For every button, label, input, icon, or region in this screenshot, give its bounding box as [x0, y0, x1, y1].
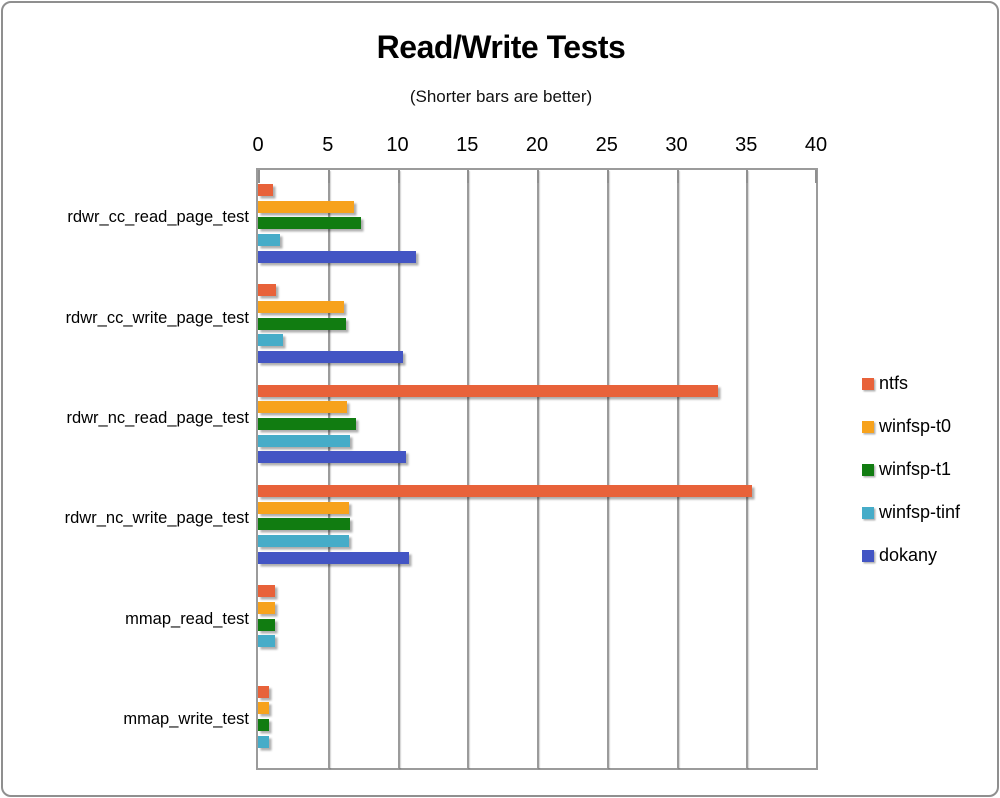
category-label: rdwr_nc_write_page_test — [64, 509, 249, 528]
bar-winfsp-t1 — [258, 618, 275, 631]
axis-tick — [746, 170, 749, 183]
bar-winfsp-tinf — [258, 735, 270, 748]
legend-swatch-icon — [862, 550, 874, 562]
category-label: rdwr_cc_write_page_test — [65, 308, 249, 327]
axis-tick — [397, 170, 400, 183]
bar-dokany — [258, 451, 406, 464]
legend-swatch-icon — [862, 507, 874, 519]
x-axis-tick-label: 5 — [322, 134, 334, 156]
legend-label: winfsp-t0 — [879, 416, 952, 436]
axis-tick — [258, 170, 260, 183]
bar-winfsp-t0 — [258, 200, 355, 213]
legend-item-ntfs: ntfs — [862, 373, 908, 393]
gridline — [327, 170, 330, 768]
gridline — [746, 170, 749, 768]
bar-winfsp-tinf — [258, 234, 281, 247]
bar-winfsp-t0 — [258, 401, 348, 414]
plot-area — [256, 168, 818, 770]
x-axis-tick-label: 35 — [735, 134, 758, 156]
legend-label: ntfs — [879, 373, 909, 393]
legend-swatch-icon — [862, 421, 874, 433]
legend-item-winfsp-t1: winfsp-t1 — [862, 459, 951, 479]
legend-label: dokany — [879, 545, 938, 565]
x-axis-tick-label: 15 — [456, 134, 479, 156]
legend-swatch-icon — [862, 378, 874, 390]
x-axis-tick-label: 0 — [252, 134, 264, 156]
legend-swatch-icon — [862, 464, 874, 476]
gridline — [676, 170, 679, 768]
legend-label: winfsp-t1 — [879, 459, 952, 479]
axis-tick — [327, 170, 330, 183]
bar-dokany — [258, 551, 409, 564]
bar-ntfs — [258, 485, 752, 497]
bar-dokany — [258, 351, 404, 364]
axis-tick — [676, 170, 679, 183]
category-label: rdwr_nc_read_page_test — [66, 408, 249, 427]
bar-winfsp-tinf — [258, 334, 284, 347]
bar-winfsp-tinf — [258, 434, 351, 447]
bar-ntfs — [258, 384, 719, 397]
bar-winfsp-tinf — [258, 635, 275, 648]
bar-winfsp-t1 — [258, 317, 346, 330]
bar-dokany — [258, 250, 416, 263]
bar-ntfs — [258, 184, 274, 196]
axis-tick — [815, 170, 817, 183]
gridline — [467, 170, 470, 768]
chart-subtitle: (Shorter bars are better) — [409, 87, 593, 106]
legend-item-winfsp-t0: winfsp-t0 — [862, 416, 951, 436]
gridline — [606, 170, 609, 768]
bar-winfsp-t1 — [258, 719, 270, 732]
x-axis-tick-label: 20 — [525, 134, 549, 156]
x-axis-tick-label: 25 — [595, 134, 618, 156]
bar-winfsp-t1 — [258, 418, 356, 431]
legend-item-winfsp-tinf: winfsp-tinf — [862, 502, 960, 522]
bar-winfsp-t1 — [258, 217, 362, 230]
axis-tick — [467, 170, 470, 183]
legend-label: winfsp-tinf — [879, 502, 961, 522]
axis-tick — [537, 170, 539, 183]
category-label: mmap_read_test — [125, 609, 249, 628]
x-axis-tick-label: 40 — [804, 134, 828, 156]
bar-winfsp-t1 — [258, 518, 351, 531]
bar-winfsp-tinf — [258, 535, 349, 548]
category-label: mmap_write_test — [123, 709, 249, 728]
bar-winfsp-t0 — [258, 301, 345, 314]
bar-ntfs — [258, 585, 275, 598]
gridline — [537, 170, 539, 768]
chart-title: Read/Write Tests — [376, 29, 626, 65]
gridline — [397, 170, 400, 768]
bar-winfsp-t0 — [258, 602, 275, 615]
category-label: rdwr_cc_read_page_test — [67, 208, 249, 227]
bar-winfsp-t0 — [258, 501, 349, 514]
bar-winfsp-t0 — [258, 702, 270, 715]
legend-item-dokany: dokany — [862, 545, 937, 565]
axis-tick — [606, 170, 609, 183]
x-axis-tick-label: 10 — [386, 134, 409, 156]
bar-ntfs — [258, 685, 270, 698]
bar-ntfs — [258, 284, 277, 297]
x-axis-tick-label: 30 — [665, 134, 688, 156]
